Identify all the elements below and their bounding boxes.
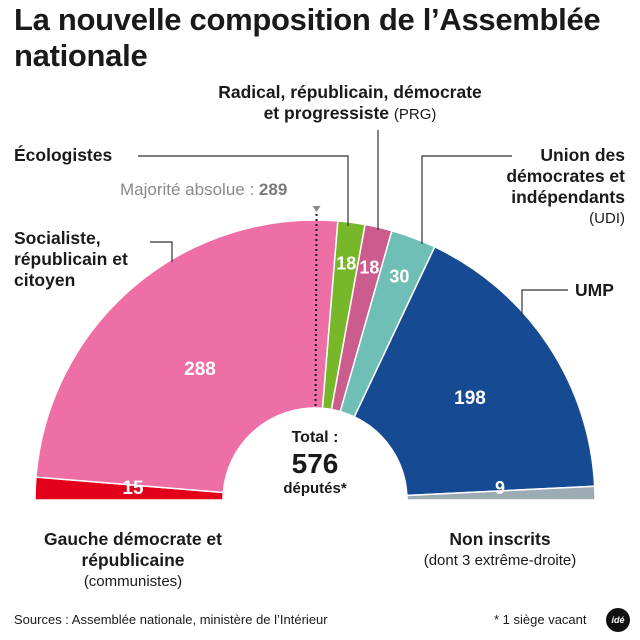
total-value: 576 [291,448,339,479]
value-label-gauche-democrate-et-republicaine: 15 [122,478,144,499]
label-gdr-note: (communistes) [83,573,183,590]
leader-lines [138,130,568,409]
label-gdr: Gauche démocrate et républicaine (commun… [18,529,248,592]
ide-logo: idé [606,608,630,632]
value-label-union-des-democrates-et-independants: 30 [389,267,409,287]
value-label-non-inscrits: 9 [495,478,505,498]
label-udi-abbr: (UDI) [589,210,625,227]
value-label-socialiste-republicain-et-citoyen: 288 [184,359,216,380]
label-ump: UMP [575,280,614,300]
value-label-ump: 198 [454,388,486,409]
leader-ump [521,289,568,316]
segment-socialiste-republicain-et-citoyen [35,219,339,494]
total-box: Total : 576 députés* [252,428,378,498]
total-unit: députés* [283,480,347,497]
label-src: Socialiste, républicain et citoyen [14,228,128,290]
footer-sources: Sources : Assemblée nationale, ministère… [14,612,328,627]
label-ecologistes: Écologistes [14,145,113,165]
segment-labels: 15 288 18 18 30 198 9 [122,253,505,499]
label-ni-note: (dont 3 extrême-droite) [423,552,577,569]
chart-segments [34,219,596,501]
label-gdr-name: Gauche démocrate et républicaine [44,529,222,570]
segment-non-inscrits [406,485,596,501]
leader-udi [421,155,512,244]
majority-value: 289 [258,180,288,199]
leader-src [150,241,173,262]
label-prg-name: Radical, républicain, démocrate et progr… [218,82,482,123]
label-prg: Radical, républicain, démocrate et progr… [215,82,485,125]
label-udi-name: Union des démocrates et indépendants [506,145,625,207]
total-label: Total : [291,429,339,446]
majority-label: Majorité absolue : 289 [120,180,287,200]
majority-text: Majorité absolue : [120,180,255,199]
footer-note: * 1 siège vacant [494,612,587,627]
majority-arrow-icon [312,206,321,213]
value-label-ecologistes: 18 [336,253,356,273]
majority-line [314,213,318,409]
value-label-radical-republicain-democrate-et-progressiste: 18 [359,258,379,278]
page-title: La nouvelle composition de l’Assemblée n… [14,2,601,73]
segment-ump [353,245,596,497]
leader-ecologistes [138,155,349,226]
label-ni-name: Non inscrits [449,529,551,549]
label-non-inscrits: Non inscrits (dont 3 extrême-droite) [395,529,605,571]
label-udi: Union des démocrates et indépendants (UD… [445,145,625,229]
label-prg-abbr: (PRG) [393,106,437,123]
